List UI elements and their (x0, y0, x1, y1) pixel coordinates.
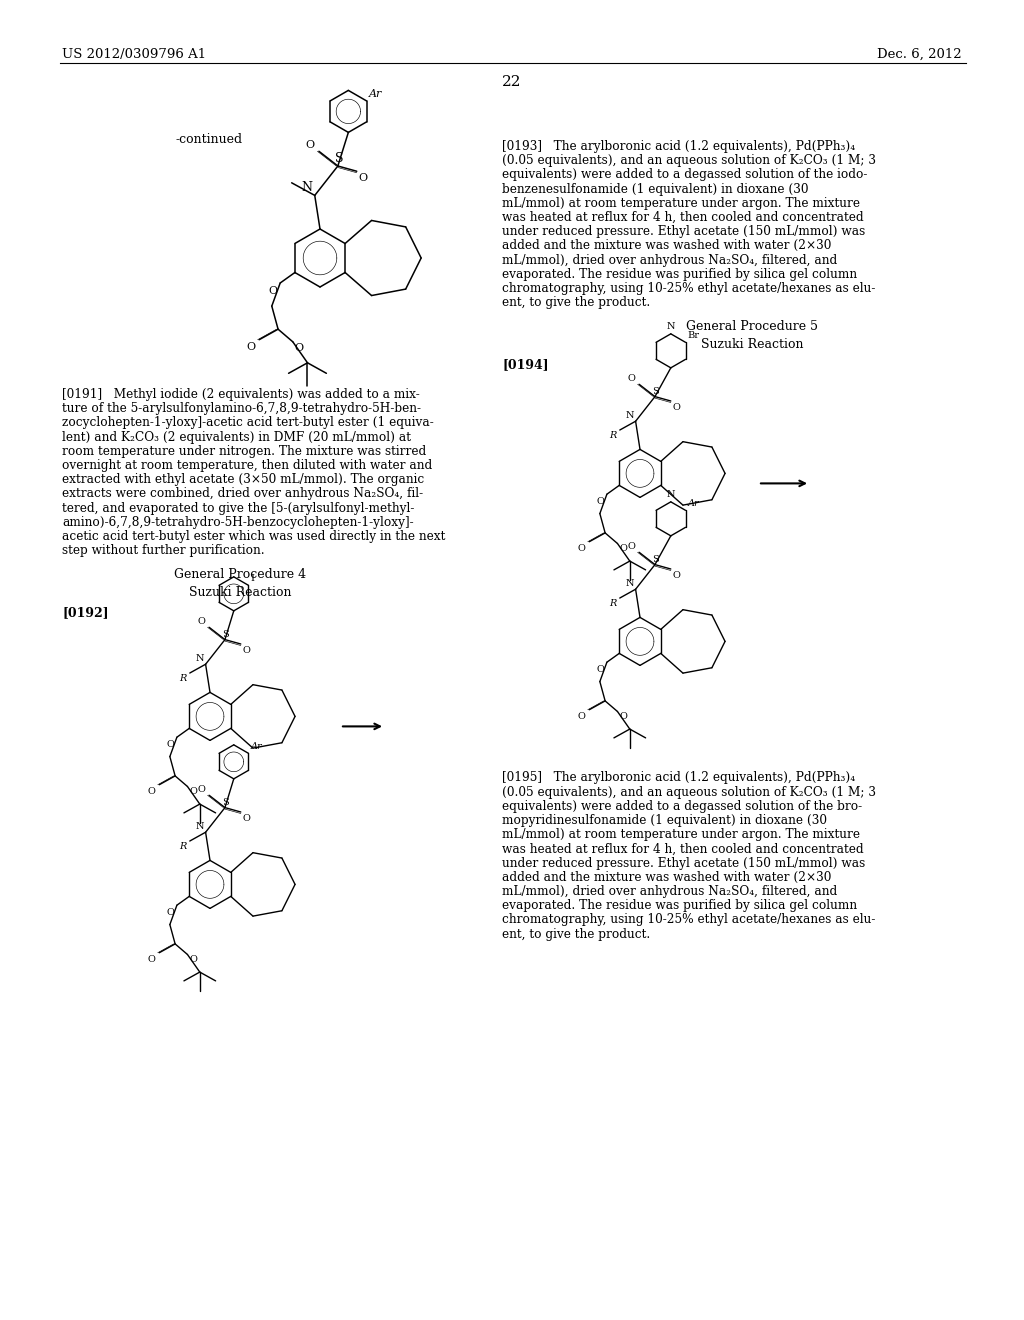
Text: step without further purification.: step without further purification. (62, 544, 264, 557)
Text: O: O (578, 711, 586, 721)
Text: O: O (166, 741, 174, 750)
Text: zocyclohepten-1-yloxy]-acetic acid tert-butyl ester (1 equiva-: zocyclohepten-1-yloxy]-acetic acid tert-… (62, 416, 434, 429)
Text: O: O (295, 343, 304, 352)
Text: -continued: -continued (175, 133, 242, 147)
Text: R: R (179, 675, 186, 682)
Text: Ar: Ar (251, 742, 262, 751)
Text: chromatography, using 10-25% ethyl acetate/hexanes as elu-: chromatography, using 10-25% ethyl aceta… (502, 282, 876, 294)
Text: evaporated. The residue was purified by silica gel column: evaporated. The residue was purified by … (502, 268, 857, 281)
Text: N: N (196, 655, 204, 663)
Text: R: R (609, 432, 616, 440)
Text: US 2012/0309796 A1: US 2012/0309796 A1 (62, 48, 206, 61)
Text: O: O (198, 618, 205, 626)
Text: (0.05 equivalents), and an aqueous solution of K₂CO₃ (1 M; 3: (0.05 equivalents), and an aqueous solut… (502, 785, 876, 799)
Text: [0193]   The arylboronic acid (1.2 equivalents), Pd(PPh₃)₄: [0193] The arylboronic acid (1.2 equival… (502, 140, 855, 153)
Text: O: O (620, 544, 628, 553)
Text: amino)-6,7,8,9-tetrahydro-5H-benzocyclohepten-1-yloxy]-: amino)-6,7,8,9-tetrahydro-5H-benzocycloh… (62, 516, 414, 529)
Text: mL/mmol), dried over anhydrous Na₂SO₄, filtered, and: mL/mmol), dried over anhydrous Na₂SO₄, f… (502, 884, 838, 898)
Text: was heated at reflux for 4 h, then cooled and concentrated: was heated at reflux for 4 h, then coole… (502, 842, 863, 855)
Text: acetic acid tert-butyl ester which was used directly in the next: acetic acid tert-butyl ester which was u… (62, 531, 445, 543)
Text: benzenesulfonamide (1 equivalent) in dioxane (30: benzenesulfonamide (1 equivalent) in dio… (502, 182, 809, 195)
Text: [0194]: [0194] (502, 359, 549, 371)
Text: [0191]   Methyl iodide (2 equivalents) was added to a mix-: [0191] Methyl iodide (2 equivalents) was… (62, 388, 420, 401)
Text: O: O (628, 375, 635, 383)
Text: overnight at room temperature, then diluted with water and: overnight at room temperature, then dilu… (62, 459, 432, 473)
Text: O: O (306, 140, 315, 150)
Text: O: O (189, 788, 198, 796)
Text: O: O (189, 956, 198, 965)
Text: N: N (196, 822, 204, 832)
Text: chromatography, using 10-25% ethyl acetate/hexanes as elu-: chromatography, using 10-25% ethyl aceta… (502, 913, 876, 927)
Text: O: O (243, 645, 251, 655)
Text: Suzuki Reaction: Suzuki Reaction (700, 338, 803, 351)
Text: O: O (596, 498, 604, 506)
Text: mL/mmol) at room temperature under argon. The mixture: mL/mmol) at room temperature under argon… (502, 197, 860, 210)
Text: mopyridinesulfonamide (1 equivalent) in dioxane (30: mopyridinesulfonamide (1 equivalent) in … (502, 814, 827, 828)
Text: Br: Br (687, 331, 699, 341)
Text: O: O (268, 286, 278, 296)
Text: Ar: Ar (369, 88, 382, 99)
Text: N: N (625, 412, 634, 420)
Text: Ar: Ar (687, 499, 699, 508)
Text: S: S (222, 630, 229, 639)
Text: N: N (667, 322, 675, 331)
Text: Suzuki Reaction: Suzuki Reaction (188, 586, 291, 599)
Text: S: S (652, 554, 659, 564)
Text: S: S (335, 152, 343, 165)
Text: ture of the 5-arylsulfonylamino-6,7,8,9-tetrahydro-5H-ben-: ture of the 5-arylsulfonylamino-6,7,8,9-… (62, 403, 421, 416)
Text: under reduced pressure. Ethyl acetate (150 mL/mmol) was: under reduced pressure. Ethyl acetate (1… (502, 226, 865, 238)
Text: O: O (198, 785, 205, 795)
Text: R: R (609, 599, 616, 609)
Text: N: N (667, 490, 675, 499)
Text: N: N (625, 579, 634, 589)
Text: O: O (147, 787, 156, 796)
Text: mL/mmol), dried over anhydrous Na₂SO₄, filtered, and: mL/mmol), dried over anhydrous Na₂SO₄, f… (502, 253, 838, 267)
Text: ent, to give the product.: ent, to give the product. (502, 296, 650, 309)
Text: O: O (166, 908, 174, 917)
Text: ent, to give the product.: ent, to give the product. (502, 928, 650, 941)
Text: General Procedure 5: General Procedure 5 (686, 321, 818, 334)
Text: O: O (628, 543, 635, 552)
Text: tered, and evaporated to give the [5-(arylsulfonyl-methyl-: tered, and evaporated to give the [5-(ar… (62, 502, 415, 515)
Text: General Procedure 4: General Procedure 4 (174, 569, 306, 581)
Text: O: O (147, 954, 156, 964)
Text: Dec. 6, 2012: Dec. 6, 2012 (878, 48, 962, 61)
Text: O: O (358, 173, 368, 183)
Text: I: I (251, 574, 255, 583)
Text: R: R (179, 842, 186, 851)
Text: [0192]: [0192] (62, 606, 109, 619)
Text: O: O (578, 544, 586, 553)
Text: equivalents) were added to a degassed solution of the bro-: equivalents) were added to a degassed so… (502, 800, 862, 813)
Text: S: S (222, 797, 229, 807)
Text: O: O (596, 665, 604, 675)
Text: added and the mixture was washed with water (2×30: added and the mixture was washed with wa… (502, 239, 831, 252)
Text: N: N (302, 181, 312, 194)
Text: under reduced pressure. Ethyl acetate (150 mL/mmol) was: under reduced pressure. Ethyl acetate (1… (502, 857, 865, 870)
Text: O: O (673, 403, 681, 412)
Text: [0195]   The arylboronic acid (1.2 equivalents), Pd(PPh₃)₄: [0195] The arylboronic acid (1.2 equival… (502, 771, 855, 784)
Text: O: O (243, 814, 251, 822)
Text: extracted with ethyl acetate (3×50 mL/mmol). The organic: extracted with ethyl acetate (3×50 mL/mm… (62, 473, 424, 486)
Text: mL/mmol) at room temperature under argon. The mixture: mL/mmol) at room temperature under argon… (502, 828, 860, 841)
Text: equivalents) were added to a degassed solution of the iodo-: equivalents) were added to a degassed so… (502, 169, 867, 181)
Text: O: O (620, 713, 628, 722)
Text: (0.05 equivalents), and an aqueous solution of K₂CO₃ (1 M; 3: (0.05 equivalents), and an aqueous solut… (502, 154, 876, 168)
Text: added and the mixture was washed with water (2×30: added and the mixture was washed with wa… (502, 871, 831, 884)
Text: room temperature under nitrogen. The mixture was stirred: room temperature under nitrogen. The mix… (62, 445, 426, 458)
Text: evaporated. The residue was purified by silica gel column: evaporated. The residue was purified by … (502, 899, 857, 912)
Text: O: O (246, 342, 255, 351)
Text: was heated at reflux for 4 h, then cooled and concentrated: was heated at reflux for 4 h, then coole… (502, 211, 863, 224)
Text: O: O (673, 572, 681, 579)
Text: lent) and K₂CO₃ (2 equivalents) in DMF (20 mL/mmol) at: lent) and K₂CO₃ (2 equivalents) in DMF (… (62, 430, 411, 444)
Text: S: S (652, 387, 659, 396)
Text: 22: 22 (502, 75, 522, 88)
Text: extracts were combined, dried over anhydrous Na₂SO₄, fil-: extracts were combined, dried over anhyd… (62, 487, 423, 500)
